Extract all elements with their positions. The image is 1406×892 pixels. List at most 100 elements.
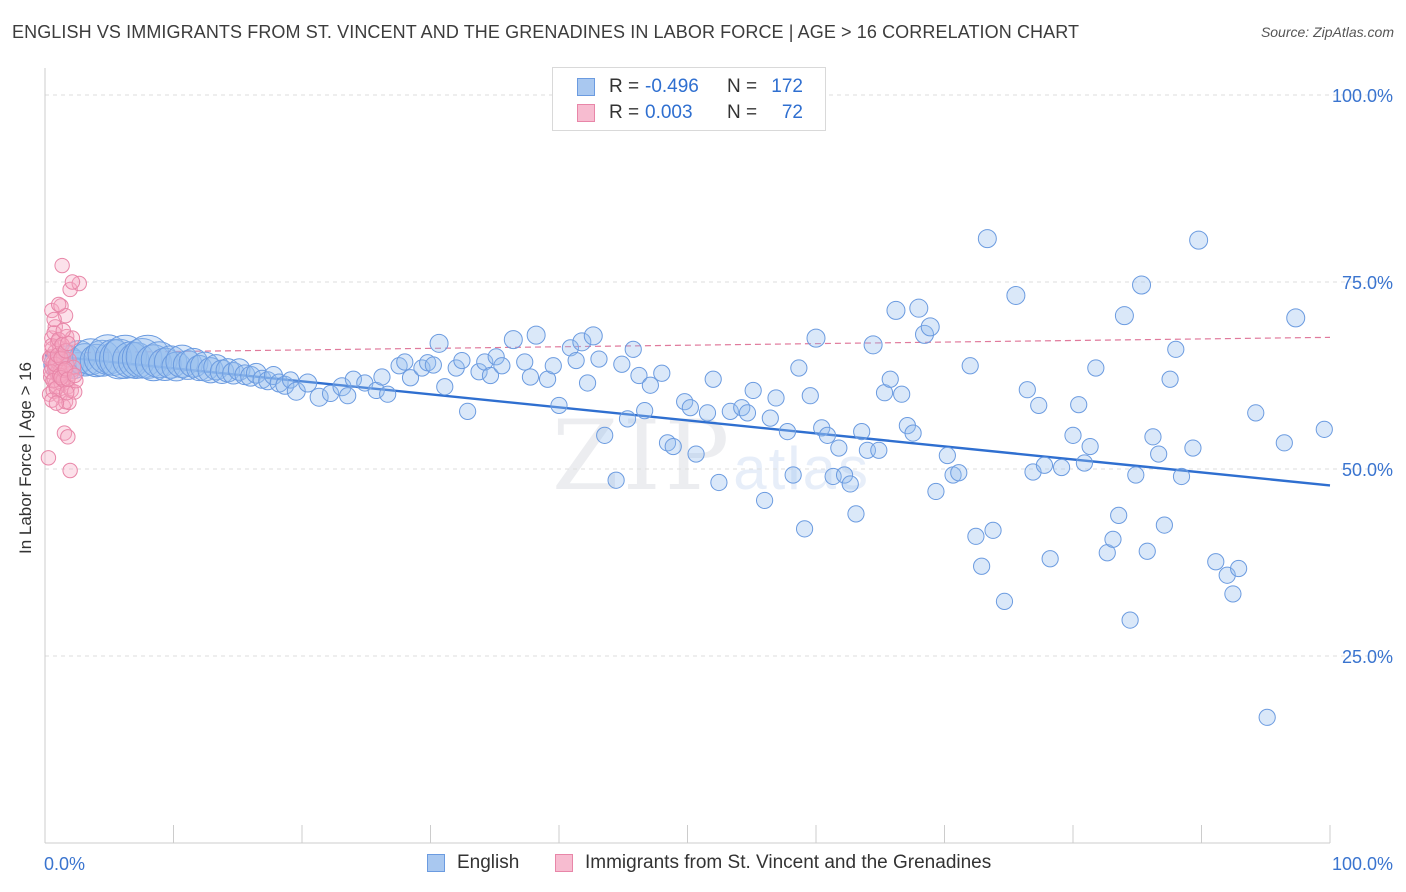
svg-point bbox=[46, 311, 62, 328]
english-point bbox=[1167, 340, 1185, 358]
english-point bbox=[1006, 285, 1026, 305]
english-point bbox=[1104, 530, 1122, 548]
english-point bbox=[1121, 611, 1139, 629]
english-point bbox=[830, 439, 848, 457]
english-point bbox=[641, 376, 659, 394]
english-point bbox=[607, 471, 625, 489]
english-point bbox=[920, 317, 940, 337]
english-point bbox=[881, 370, 899, 388]
english-point bbox=[1052, 458, 1071, 477]
stats-legend: R = -0.496 N = 172 R = 0.003 N = 72 bbox=[552, 67, 826, 131]
r-value: 0.003 bbox=[645, 102, 693, 123]
english-points bbox=[43, 229, 1333, 726]
english-point bbox=[1161, 370, 1179, 388]
svg-swatch bbox=[577, 104, 595, 122]
english-point bbox=[1150, 445, 1168, 463]
svg-point bbox=[60, 429, 76, 445]
y-tick-label: 100.0% bbox=[1332, 86, 1393, 106]
source-credit: Source: ZipAtlas.com bbox=[1260, 24, 1394, 40]
english-point bbox=[453, 351, 471, 370]
english-point bbox=[984, 521, 1002, 539]
english-point bbox=[784, 466, 802, 484]
svg-point bbox=[57, 307, 74, 324]
svg-point bbox=[40, 450, 57, 466]
english-point bbox=[681, 399, 699, 417]
english-point bbox=[767, 389, 785, 407]
english-point bbox=[744, 381, 762, 400]
legend-label-english: English bbox=[457, 852, 520, 873]
english-point bbox=[1172, 467, 1191, 486]
english-point bbox=[967, 527, 985, 545]
svg-point bbox=[55, 322, 71, 339]
svg-point bbox=[66, 384, 83, 400]
english-point bbox=[572, 332, 592, 352]
svg-point bbox=[54, 257, 70, 274]
english-point bbox=[853, 423, 871, 441]
english-point bbox=[870, 441, 888, 459]
english-point bbox=[687, 445, 705, 463]
english-point bbox=[738, 404, 757, 422]
english-point bbox=[1070, 396, 1088, 414]
english-point bbox=[1247, 404, 1265, 422]
english-point bbox=[373, 368, 391, 386]
english-point bbox=[761, 409, 779, 427]
english-point bbox=[886, 300, 906, 320]
english-point bbox=[148, 347, 182, 381]
y-tick-label: 50.0% bbox=[1342, 460, 1393, 480]
english-point bbox=[1081, 437, 1099, 456]
english-point bbox=[1184, 439, 1202, 457]
english-point bbox=[1035, 456, 1054, 474]
english-point bbox=[664, 437, 682, 456]
english-point bbox=[1189, 230, 1209, 250]
english-point bbox=[590, 350, 608, 368]
english-point bbox=[927, 482, 945, 501]
english-point bbox=[630, 366, 648, 385]
english-point bbox=[72, 338, 110, 376]
english-point bbox=[806, 328, 826, 348]
english-point bbox=[636, 402, 654, 420]
r-label: R = bbox=[609, 76, 640, 97]
legend-row-english: R = -0.496 N = 172 bbox=[577, 75, 803, 99]
english-legend-swatch bbox=[427, 854, 445, 872]
english-point bbox=[1018, 381, 1036, 399]
svg-point bbox=[53, 298, 69, 314]
english-point bbox=[240, 365, 262, 387]
english-point bbox=[1064, 426, 1082, 444]
english-point bbox=[909, 298, 929, 318]
svg-point bbox=[41, 350, 58, 366]
svg-point bbox=[59, 385, 75, 401]
english-point bbox=[1224, 585, 1242, 603]
english-point bbox=[1110, 506, 1128, 524]
svg-point bbox=[64, 274, 81, 290]
english-point bbox=[618, 410, 637, 428]
english-point bbox=[503, 330, 523, 350]
legend-item-svg[interactable]: Immigrants from St. Vincent and the Gren… bbox=[555, 852, 991, 874]
legend-item-english[interactable]: English bbox=[427, 852, 519, 874]
english-point bbox=[172, 350, 203, 380]
chart-title: ENGLISH VS IMMIGRANTS FROM ST. VINCENT A… bbox=[12, 22, 1080, 42]
english-point bbox=[704, 370, 722, 388]
english-point bbox=[835, 466, 854, 484]
english-point bbox=[938, 446, 956, 465]
bottom-legend: English Immigrants from St. Vincent and … bbox=[0, 852, 1406, 876]
english-point bbox=[596, 426, 614, 444]
english-point bbox=[470, 363, 488, 381]
english-point bbox=[245, 362, 267, 384]
svg-point bbox=[51, 296, 67, 313]
english-point bbox=[309, 387, 329, 407]
x-tick-label-min: 0.0% bbox=[44, 854, 85, 874]
axes bbox=[44, 68, 1331, 844]
english-point bbox=[1155, 516, 1173, 534]
english-point bbox=[1132, 275, 1152, 295]
english-point bbox=[321, 384, 340, 403]
english-point bbox=[424, 356, 442, 374]
english-point bbox=[544, 357, 562, 375]
english-point bbox=[778, 423, 797, 441]
n-label: N = bbox=[727, 76, 758, 97]
english-point bbox=[721, 402, 739, 421]
english-swatch bbox=[577, 78, 595, 96]
english-point bbox=[1230, 559, 1248, 578]
legend-row-svg: R = 0.003 N = 72 bbox=[577, 101, 803, 125]
english-point bbox=[841, 475, 859, 493]
english-point bbox=[561, 339, 580, 357]
